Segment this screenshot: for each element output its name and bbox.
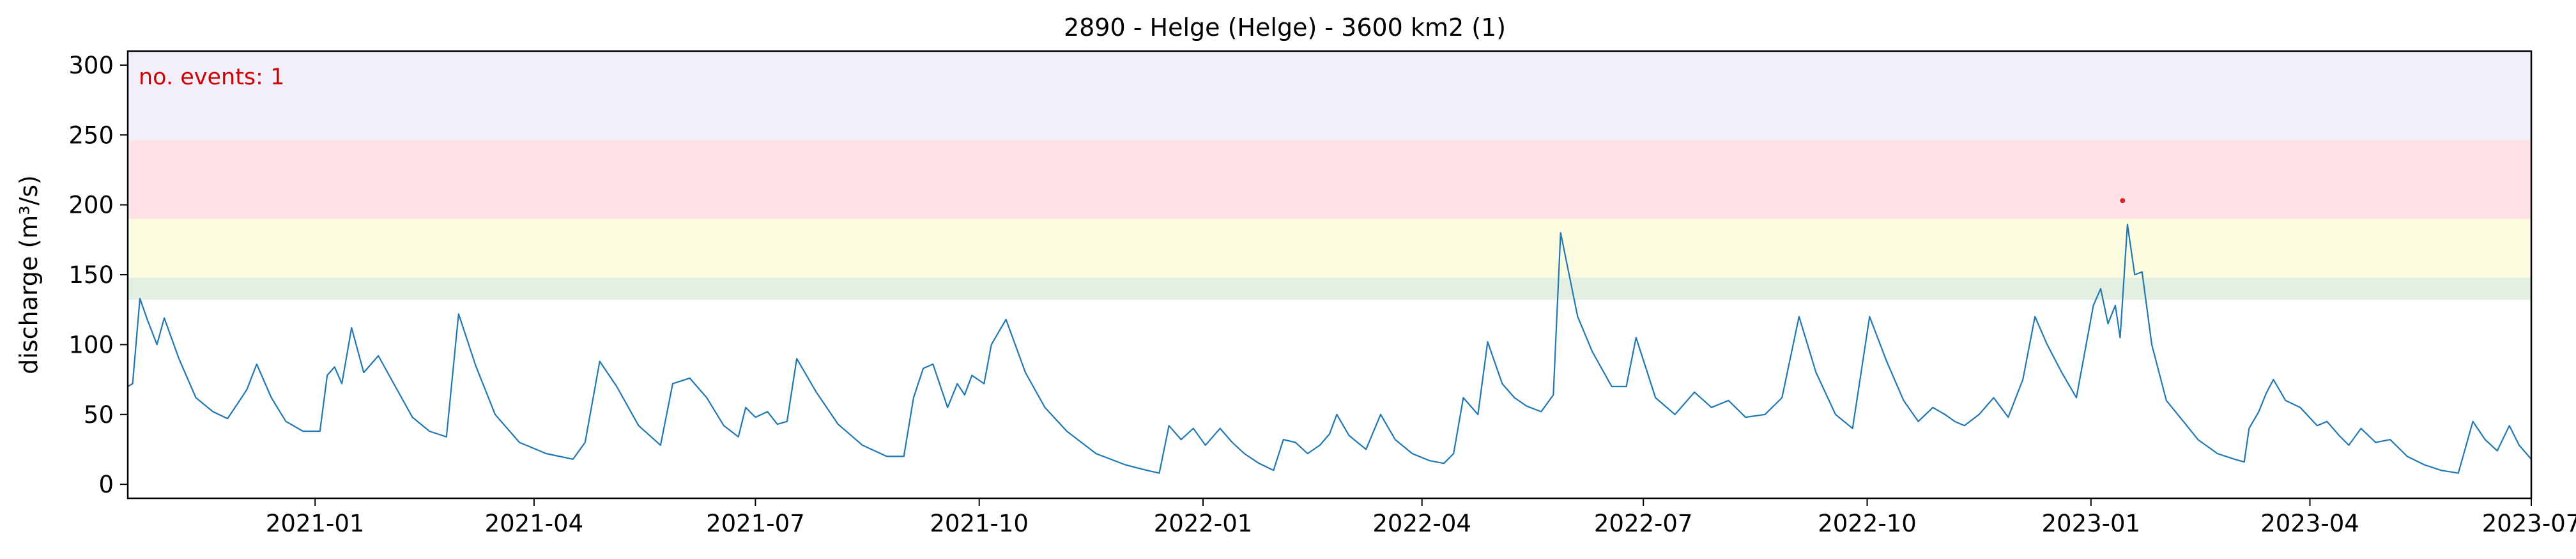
x-tick-label: 2021-04 <box>485 510 584 537</box>
discharge-line <box>127 224 2532 474</box>
x-axis: 2021-01 2021-04 2021-07 2021-10 2022-01 2022-… <box>266 498 2576 537</box>
event-markers <box>2120 198 2126 204</box>
event-count-annotation: no. events: 1 <box>139 65 284 90</box>
x-tick-label: 2023-07 <box>2482 510 2576 537</box>
y-tick-label: 300 <box>68 52 114 79</box>
threshold-band <box>128 51 2531 141</box>
y-tick-label: 50 <box>84 401 114 429</box>
y-tick-label: 0 <box>98 471 114 498</box>
x-tick-label: 2021-07 <box>706 510 805 537</box>
x-tick-label: 2021-10 <box>930 510 1029 537</box>
threshold-band <box>128 218 2531 278</box>
x-tick-label: 2022-01 <box>1154 510 1253 537</box>
y-tick-label: 150 <box>68 261 114 289</box>
threshold-bands <box>128 51 2531 300</box>
x-tick-label: 2021-01 <box>266 510 365 537</box>
x-tick-label: 2022-07 <box>1594 510 1693 537</box>
y-tick-label: 200 <box>68 192 114 219</box>
y-tick-label: 250 <box>68 121 114 149</box>
threshold-band <box>128 141 2531 219</box>
y-axis-label: discharge (m³/s) <box>15 175 43 374</box>
y-tick-label: 100 <box>68 331 114 358</box>
chart-title: 2890 - Helge (Helge) - 3600 km2 (1) <box>1064 13 1506 42</box>
y-axis: 0 50 100 150 200 250 300 <box>68 52 128 498</box>
x-tick-label: 2022-04 <box>1372 510 1471 537</box>
x-tick-label: 2023-04 <box>2260 510 2359 537</box>
x-tick-label: 2023-01 <box>2042 510 2141 537</box>
x-tick-label: 2022-10 <box>1818 510 1917 537</box>
event-marker <box>2120 198 2126 204</box>
series-layer <box>127 224 2532 474</box>
threshold-band <box>128 277 2531 300</box>
